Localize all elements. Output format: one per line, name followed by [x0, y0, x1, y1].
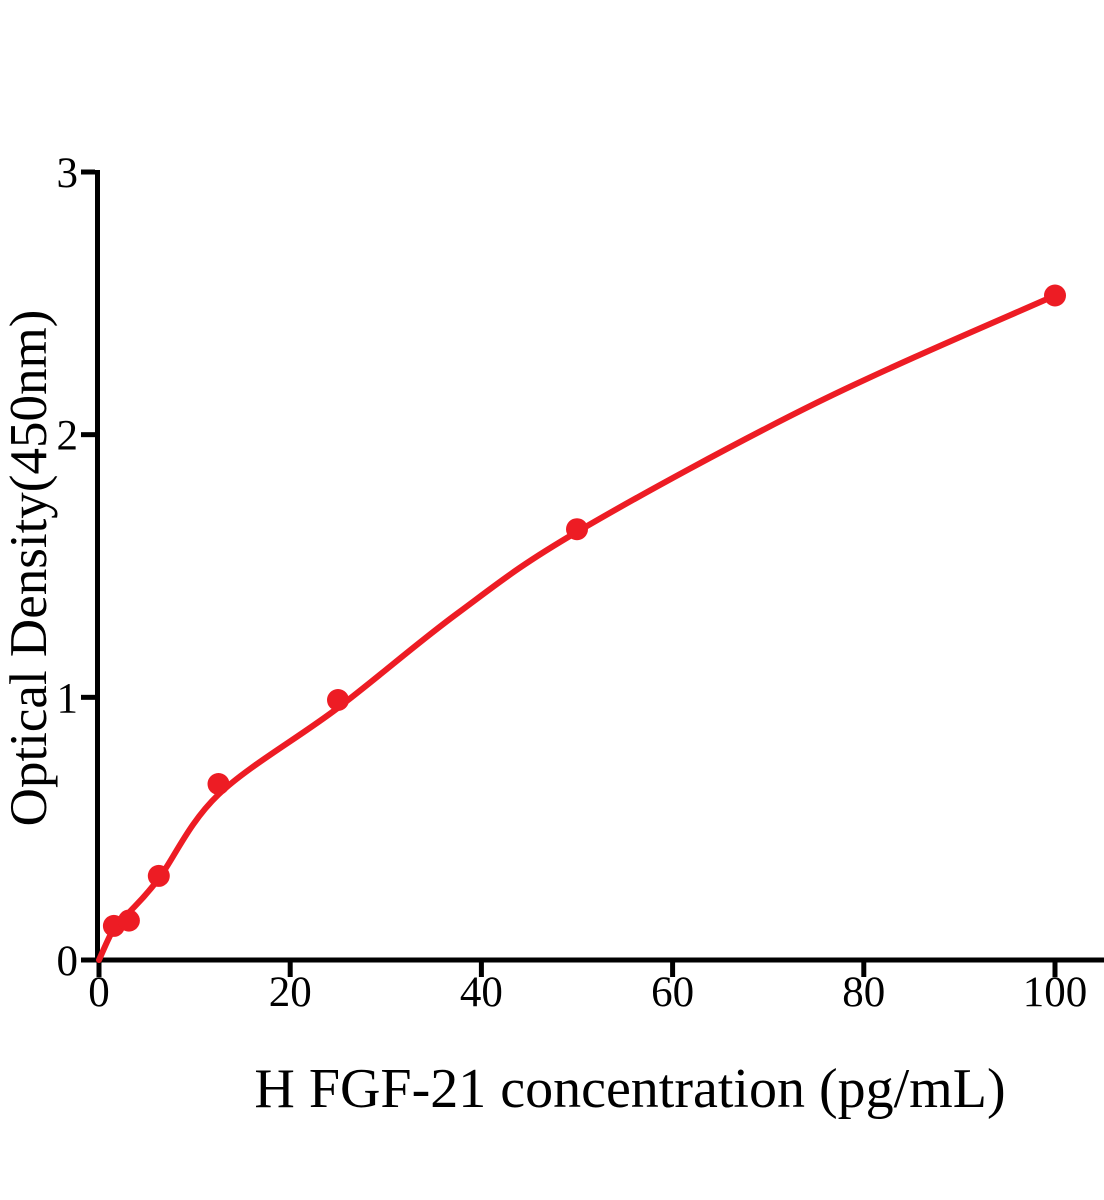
- data-point: [566, 518, 588, 541]
- x-tick-label: 40: [460, 969, 503, 1016]
- x-tick-label: 60: [651, 969, 694, 1016]
- data-point: [117, 909, 140, 932]
- data-point: [327, 689, 349, 711]
- x-tick-label: 80: [842, 969, 885, 1016]
- data-points: [102, 284, 1066, 937]
- y-tick-label: 3: [57, 150, 79, 197]
- x-axis-tick-labels: 0 20 40 60 80 100: [88, 969, 1087, 1016]
- x-tick-label: 0: [88, 969, 110, 1016]
- data-point: [1044, 284, 1066, 307]
- x-tick-label: 100: [1023, 969, 1088, 1016]
- y-axis-tick-labels: 0 1 2 3: [57, 150, 79, 985]
- y-axis-title: Optical Density(450nm): [0, 310, 58, 827]
- y-axis: [81, 169, 100, 963]
- data-point: [147, 864, 170, 887]
- data-point: [207, 773, 230, 795]
- x-axis: [95, 957, 1104, 977]
- y-tick-label: 2: [57, 413, 79, 460]
- y-tick-label: 0: [57, 938, 79, 985]
- x-tick-label: 20: [269, 969, 312, 1016]
- x-axis-title: H FGF-21 concentration (pg/mL): [254, 1058, 1005, 1120]
- fitted-curve-line: [96, 292, 1058, 963]
- y-tick-label: 1: [57, 675, 79, 722]
